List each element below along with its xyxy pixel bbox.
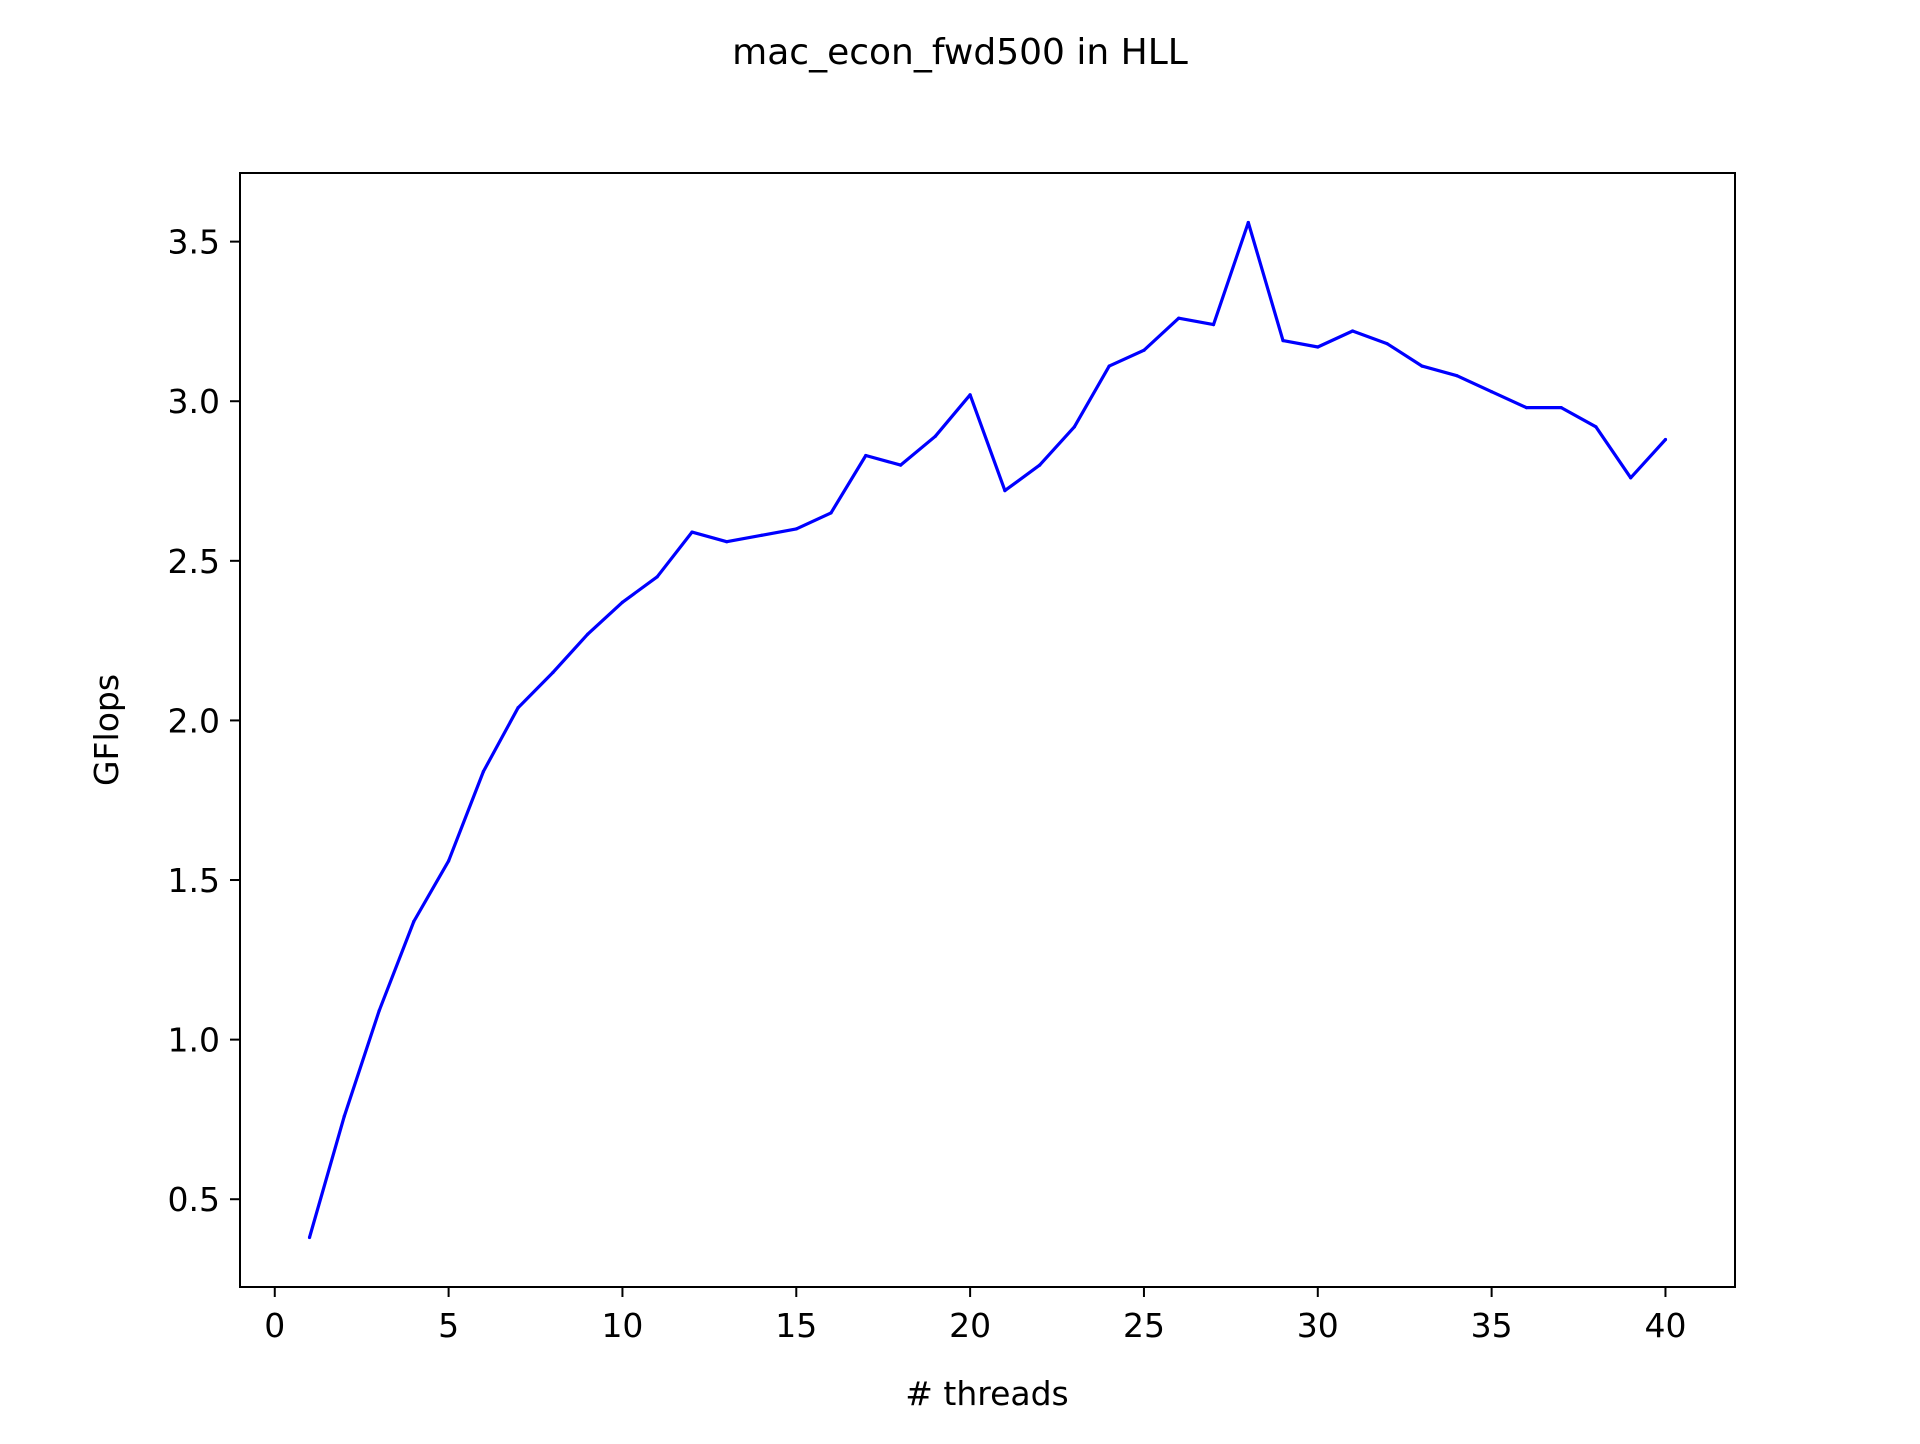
- data-point: [864, 453, 868, 458]
- data-point: [342, 1114, 346, 1118]
- data-point: [307, 1235, 312, 1240]
- x-tick-label: 15: [775, 1306, 817, 1345]
- data-point: [1385, 342, 1389, 346]
- data-point: [829, 511, 833, 515]
- chart-title: mac_econ_fwd500 in HLL: [732, 32, 1188, 73]
- data-point: [481, 769, 485, 774]
- y-tick-label: 0.5: [168, 1180, 220, 1219]
- y-tick-label: 1.0: [168, 1021, 220, 1060]
- data-point: [516, 706, 520, 710]
- y-axis: 0.5 1.0 1.5 2.0 2.5 3.0 3.5: [168, 223, 240, 1219]
- x-tick-label: 10: [601, 1306, 643, 1345]
- x-tick-label: 0: [264, 1306, 285, 1345]
- series-line: [307, 220, 1667, 1238]
- data-point: [1420, 364, 1424, 368]
- data-point: [1177, 316, 1181, 320]
- y-tick-label: 3.0: [168, 382, 220, 421]
- data-point: [447, 859, 451, 863]
- data-point: [725, 540, 729, 544]
- data-point: [1003, 489, 1007, 493]
- data-point: [1524, 406, 1528, 410]
- x-tick-label: 40: [1644, 1306, 1686, 1345]
- data-point: [1142, 348, 1146, 352]
- plot-frame: [239, 172, 1736, 1288]
- data-point: [1072, 425, 1076, 429]
- x-tick-label: 35: [1471, 1306, 1513, 1345]
- data-point: [968, 393, 972, 397]
- data-point: [586, 632, 590, 636]
- data-point: [377, 1009, 381, 1013]
- data-point: [1594, 425, 1598, 429]
- x-tick-label: 5: [438, 1306, 459, 1345]
- data-point: [1351, 329, 1355, 333]
- data-point: [1038, 463, 1042, 467]
- data-point: [1107, 364, 1111, 368]
- data-point: [899, 463, 903, 467]
- data-point: [759, 533, 764, 537]
- data-point: [1281, 339, 1285, 343]
- data-point: [1316, 345, 1320, 349]
- data-point: [551, 670, 555, 675]
- data-point: [690, 530, 694, 534]
- y-tick-label: 2.5: [168, 542, 220, 581]
- y-tick-label: 1.5: [168, 861, 220, 900]
- data-point: [933, 434, 937, 438]
- data-point: [1246, 220, 1250, 225]
- data-point: [1490, 390, 1494, 394]
- data-point: [620, 600, 625, 604]
- y-tick-label: 2.0: [168, 701, 220, 740]
- data-point: [412, 919, 416, 924]
- x-axis-label: # threads: [905, 1374, 1069, 1413]
- data-point: [794, 527, 798, 531]
- x-tick-label: 30: [1297, 1306, 1339, 1345]
- data-point: [1629, 476, 1633, 480]
- data-point: [1455, 374, 1459, 378]
- x-tick-label: 25: [1123, 1306, 1165, 1345]
- y-axis-label: GFlops: [87, 674, 126, 786]
- y-tick-label: 3.5: [168, 223, 220, 262]
- data-point: [655, 575, 659, 579]
- x-axis: 0 5 10 15 20 25 30 35 40: [264, 1287, 1686, 1345]
- data-point: [1559, 406, 1563, 410]
- data-point: [1211, 323, 1216, 327]
- plot-area: [307, 220, 1668, 1240]
- x-tick-label: 20: [949, 1306, 991, 1345]
- data-point: [1663, 437, 1668, 442]
